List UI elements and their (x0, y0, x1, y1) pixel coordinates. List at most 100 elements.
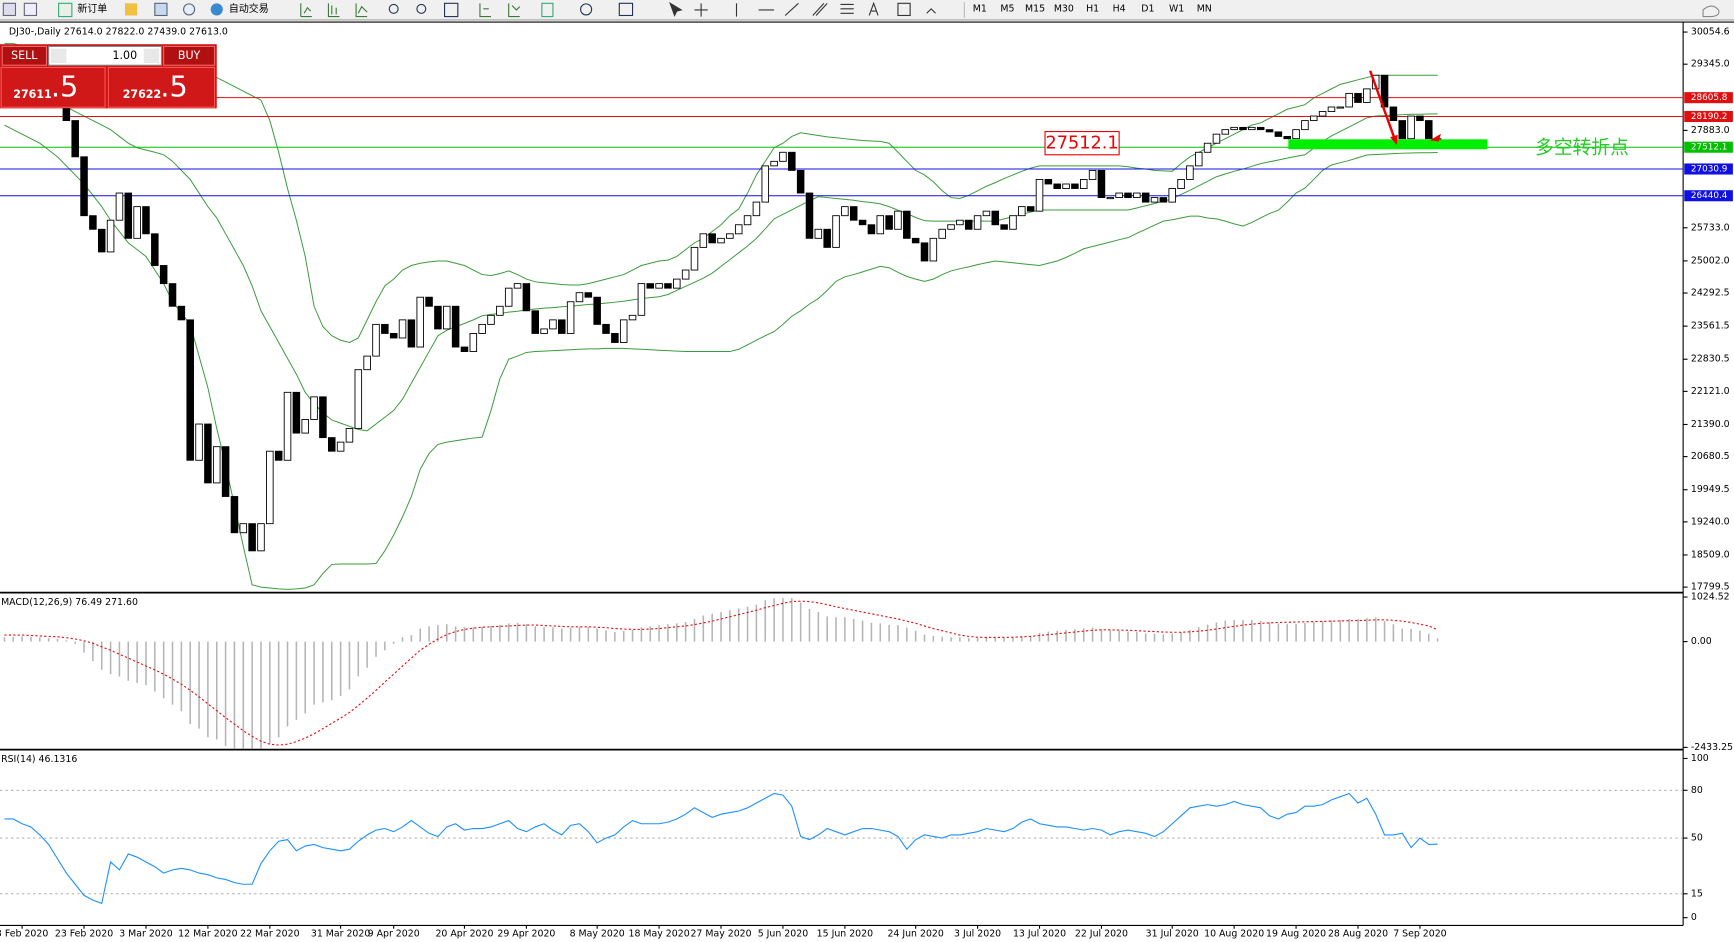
text-icon[interactable] (868, 1, 879, 16)
icon[interactable] (2, 2, 17, 17)
icon[interactable] (580, 3, 593, 16)
candle (841, 206, 849, 217)
timeframe-button[interactable]: H4 (1113, 3, 1126, 14)
label-icon[interactable] (897, 2, 911, 17)
icon[interactable] (618, 2, 634, 17)
crosshair-icon[interactable] (694, 3, 708, 17)
timeframe-button[interactable]: D1 (1141, 3, 1154, 14)
icon[interactable] (541, 2, 554, 18)
candle (788, 151, 796, 171)
auto-trading-icon[interactable] (210, 3, 223, 16)
sell-price-big[interactable]: .5 (51, 69, 78, 103)
candle (1106, 197, 1115, 200)
new-order-button[interactable]: 新订单 (77, 2, 107, 15)
arrow-small[interactable] (1429, 133, 1441, 142)
x-tick-label: 23 Feb 2020 (55, 929, 113, 940)
annotation-box[interactable] (1044, 131, 1120, 156)
icon[interactable] (327, 3, 340, 18)
candle (1088, 169, 1097, 180)
candle (858, 219, 867, 226)
candle (221, 446, 230, 497)
candle (964, 219, 973, 230)
buy-price[interactable]: 27622 (123, 88, 161, 101)
buy-price-box[interactable] (107, 66, 216, 108)
candle (319, 396, 327, 439)
y-tick-label: 19949.5 (1691, 484, 1730, 495)
x-tick-label: 13 Jul 2020 (1013, 929, 1066, 940)
lot-value[interactable]: 1.00 (113, 49, 138, 62)
lot-input[interactable] (48, 45, 163, 66)
timeframe-button[interactable]: W1 (1169, 3, 1184, 14)
candle (903, 210, 911, 239)
lot-decrease[interactable] (50, 48, 67, 64)
timeframe-button[interactable]: M30 (1054, 3, 1074, 14)
level-price-label: 27030.9 (1691, 164, 1728, 174)
icon[interactable] (388, 3, 399, 14)
x-tick-label: 12 Mar 2020 (178, 929, 237, 940)
candle (991, 210, 1000, 226)
icon[interactable] (124, 3, 138, 16)
icon[interactable] (508, 3, 521, 18)
timeframe-button[interactable]: H1 (1086, 3, 1099, 14)
icon[interactable] (444, 2, 459, 18)
candle (1097, 169, 1106, 199)
y-tick-label: 19240.0 (1691, 516, 1730, 527)
candle (1212, 133, 1221, 144)
sell-button[interactable] (1, 45, 47, 66)
candle (796, 169, 805, 194)
candle (584, 292, 593, 298)
candle (929, 237, 938, 262)
x-tick-label: 5 Jun 2020 (758, 929, 808, 940)
candle (690, 246, 699, 271)
arrow-line[interactable] (1369, 70, 1397, 142)
symbol-header: DJ30-,Daily 27614.0 27822.0 27439.0 2761… (9, 27, 228, 38)
arrow-icon[interactable] (926, 8, 936, 14)
bollinger-band (4, 83, 1438, 432)
level-price-label: 28605.8 (1691, 93, 1728, 103)
sell-price[interactable]: 27611 (13, 88, 51, 101)
candle (469, 333, 478, 353)
x-tick-label: 3 Mar 2020 (119, 929, 173, 940)
candle (1053, 183, 1061, 189)
highlight-zone[interactable] (1288, 139, 1488, 150)
icon[interactable] (355, 3, 368, 18)
sell-price-box[interactable] (0, 66, 106, 108)
candle (1141, 192, 1150, 203)
new-order-icon[interactable] (58, 2, 73, 18)
candle (1186, 165, 1194, 180)
buy-label[interactable]: BUY (178, 49, 201, 62)
timeframe-button[interactable]: MN (1197, 3, 1212, 14)
lot-increase[interactable] (143, 48, 160, 64)
candle (504, 287, 513, 307)
candle (1168, 188, 1176, 203)
timeframe-button[interactable]: M15 (1025, 3, 1045, 14)
icon[interactable] (183, 3, 196, 16)
timeframe-button[interactable]: M1 (973, 3, 987, 14)
candle (681, 269, 690, 280)
candle (602, 323, 610, 334)
fibo-icon[interactable] (840, 3, 854, 14)
icon[interactable] (416, 3, 427, 14)
icon[interactable] (154, 2, 168, 17)
icon[interactable] (300, 3, 312, 18)
sell-label[interactable]: SELL (11, 49, 38, 62)
arrow-head[interactable] (1390, 134, 1398, 145)
candle (522, 283, 531, 312)
candle (593, 296, 601, 325)
icon[interactable] (479, 3, 492, 18)
candle (1150, 197, 1159, 203)
candle (71, 120, 79, 158)
candle (159, 265, 168, 285)
x-tick-label: 22 Jul 2020 (1075, 929, 1128, 940)
buy-price-big[interactable]: .5 (160, 69, 187, 103)
buy-button[interactable] (163, 45, 216, 66)
trendline-icon[interactable] (784, 2, 799, 16)
icon[interactable] (23, 2, 38, 17)
candle (1044, 179, 1053, 185)
timeframe-button[interactable]: M5 (1000, 3, 1014, 14)
cursor-icon[interactable] (669, 2, 683, 17)
channel-icon[interactable] (812, 2, 828, 16)
scroll-icon[interactable] (1702, 5, 1720, 18)
auto-trading-button[interactable]: 自动交易 (229, 2, 269, 15)
